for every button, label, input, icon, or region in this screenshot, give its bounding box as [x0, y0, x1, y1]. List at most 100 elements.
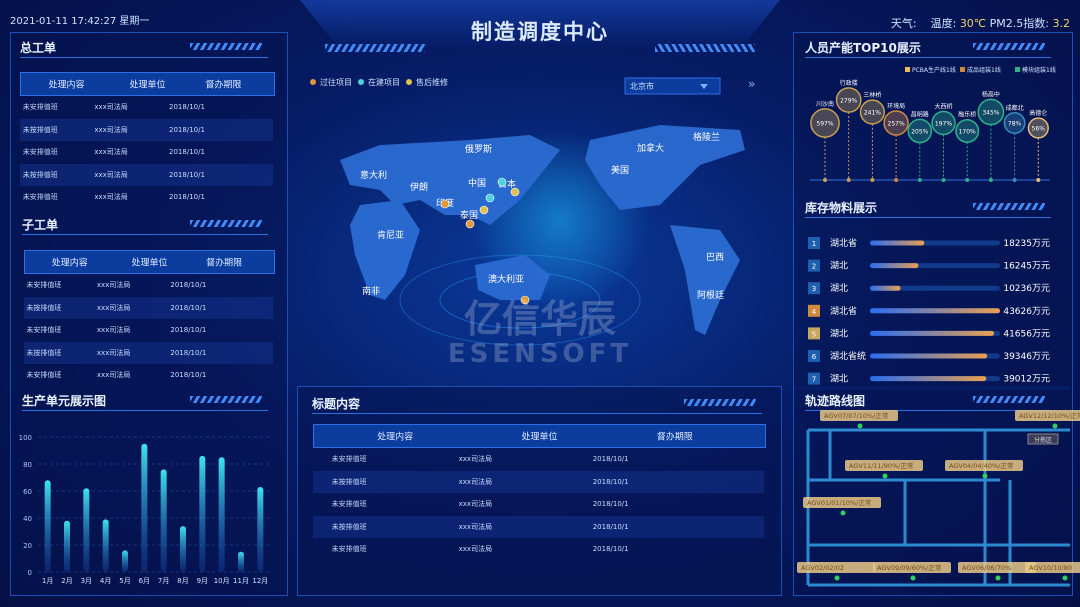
column-header: 处理内容 — [377, 432, 414, 443]
table-cell: xxx司法局 — [94, 148, 128, 157]
bubble — [907, 118, 933, 144]
axis-dot — [917, 178, 922, 182]
table-cell: xxx司法局 — [458, 500, 493, 509]
table-cell: 2018/10/1 — [592, 545, 629, 554]
table-cell: 2018/10/1 — [169, 103, 205, 111]
table-cell: 2018/10/1 — [169, 148, 205, 157]
bubble-name: 川沙南 — [816, 100, 834, 108]
weather-label: 天气: — [890, 17, 917, 30]
country-label: 加拿大 — [637, 142, 664, 154]
bubble — [883, 110, 909, 136]
bar — [870, 353, 988, 359]
agv-tag — [845, 460, 923, 471]
table-cell: 2018/10/1 — [170, 371, 207, 380]
x-tick-label: 1月 — [42, 577, 53, 585]
table-cell: 未按排值班 — [26, 303, 62, 312]
zone-box — [1027, 433, 1059, 445]
rank-box — [808, 327, 820, 340]
item-value: 10236万元 — [1003, 284, 1050, 294]
table-cell: 未安排值班 — [331, 455, 367, 463]
legend-swatch — [1015, 67, 1020, 72]
title-deco — [973, 396, 1045, 403]
agv — [910, 575, 916, 581]
bar — [122, 550, 128, 572]
country-label: 俄罗斯 — [465, 143, 492, 155]
table-cell: xxx司法局 — [96, 371, 131, 380]
table-row: 未按排值班 xxx司法局 2018/10/1 — [313, 515, 764, 538]
axis-dot — [941, 178, 946, 182]
agv-tag — [797, 562, 875, 573]
item-value: 18235万元 — [1003, 239, 1050, 249]
bar — [870, 285, 901, 291]
rank-box — [808, 350, 820, 362]
table-cell: 未安排值班 — [331, 500, 367, 509]
bubble — [977, 98, 1005, 126]
country-label: 泰国 — [460, 209, 478, 221]
table-cell: 2018/10/1 — [170, 348, 207, 357]
x-tick-label: 7月 — [158, 577, 169, 585]
table-row: 未按排值班 xxx司法局 2018/10/1 — [20, 118, 273, 141]
title-deco — [684, 399, 756, 406]
bar — [83, 488, 90, 572]
page-title: 制造调度中心 — [471, 20, 609, 44]
table-cell: 2018/10/1 — [592, 500, 629, 509]
panel-title: 生产单元展示图 — [22, 394, 107, 408]
city-select[interactable] — [624, 77, 721, 95]
title-deco — [973, 43, 1045, 50]
item-value: 41656万元 — [1003, 329, 1050, 339]
rank: 2 — [812, 263, 816, 271]
legend-label: 模块组装1线 — [1022, 66, 1056, 74]
bubble-label: 205% — [911, 129, 928, 136]
y-tick-label: 80 — [23, 461, 32, 469]
y-tick-label: 100 — [19, 434, 32, 442]
y-tick-label: 40 — [23, 515, 32, 523]
bubble — [835, 87, 862, 113]
country-label: 肯尼亚 — [377, 229, 404, 241]
rank-box — [808, 372, 820, 385]
table-cell: xxx司法局 — [94, 193, 128, 202]
rank-box — [808, 304, 820, 317]
table-cell: xxx司法局 — [458, 455, 493, 463]
table-cell: 2018/10/1 — [169, 193, 205, 202]
table-cell: 2018/10/1 — [592, 477, 629, 486]
deco — [655, 44, 755, 52]
agv — [857, 423, 863, 429]
next-arrow: » — [748, 77, 755, 91]
table-cell: xxx司法局 — [96, 326, 131, 335]
pm: 3.2 — [1052, 17, 1071, 30]
axis-dot — [894, 178, 899, 182]
table-row: 未安排值班 xxx司法局 2018/10/1 — [20, 141, 273, 163]
agv-label: AGV11/11/90%/正常 — [849, 461, 913, 470]
column-header: 处理单位 — [131, 258, 168, 269]
country-label: 南非 — [362, 285, 380, 297]
table-row: 未按排值班 xxx司法局 2018/10/1 — [313, 470, 764, 493]
bubble-name: 环境局 — [887, 102, 905, 110]
map-pin — [520, 295, 530, 305]
agv-tag — [958, 562, 1036, 573]
bubble-label: 279% — [840, 98, 857, 105]
legend-dot — [358, 79, 364, 85]
legend-swatch — [960, 67, 965, 72]
title-underline — [805, 217, 1051, 218]
axis-dot — [823, 178, 827, 182]
table-cell: xxx司法局 — [96, 281, 131, 289]
item-name: 湖北 — [830, 283, 848, 294]
agv-label: AGV02/02/02 — [801, 564, 844, 572]
axis-dot — [1012, 178, 1017, 182]
table-cell: xxx司法局 — [96, 303, 131, 312]
x-tick-label: 12月 — [252, 577, 268, 585]
table-row: 未安排值班 xxx司法局 2018/10/1 — [313, 493, 764, 515]
agv-tag — [820, 410, 898, 421]
bubble-label: 56% — [1032, 126, 1046, 133]
column-header: 处理单位 — [129, 80, 166, 91]
agv — [1062, 575, 1068, 581]
table-row: 未安排值班 xxx司法局 2018/10/1 — [20, 96, 273, 118]
table-cell: 2018/10/1 — [592, 455, 629, 463]
rank: 1 — [812, 240, 816, 248]
world-map — [340, 125, 745, 346]
bubble-label: 170% — [959, 129, 976, 136]
bar-track — [870, 285, 1000, 291]
table-row: 未安排值班 xxx司法局 2018/10/1 — [313, 448, 764, 470]
